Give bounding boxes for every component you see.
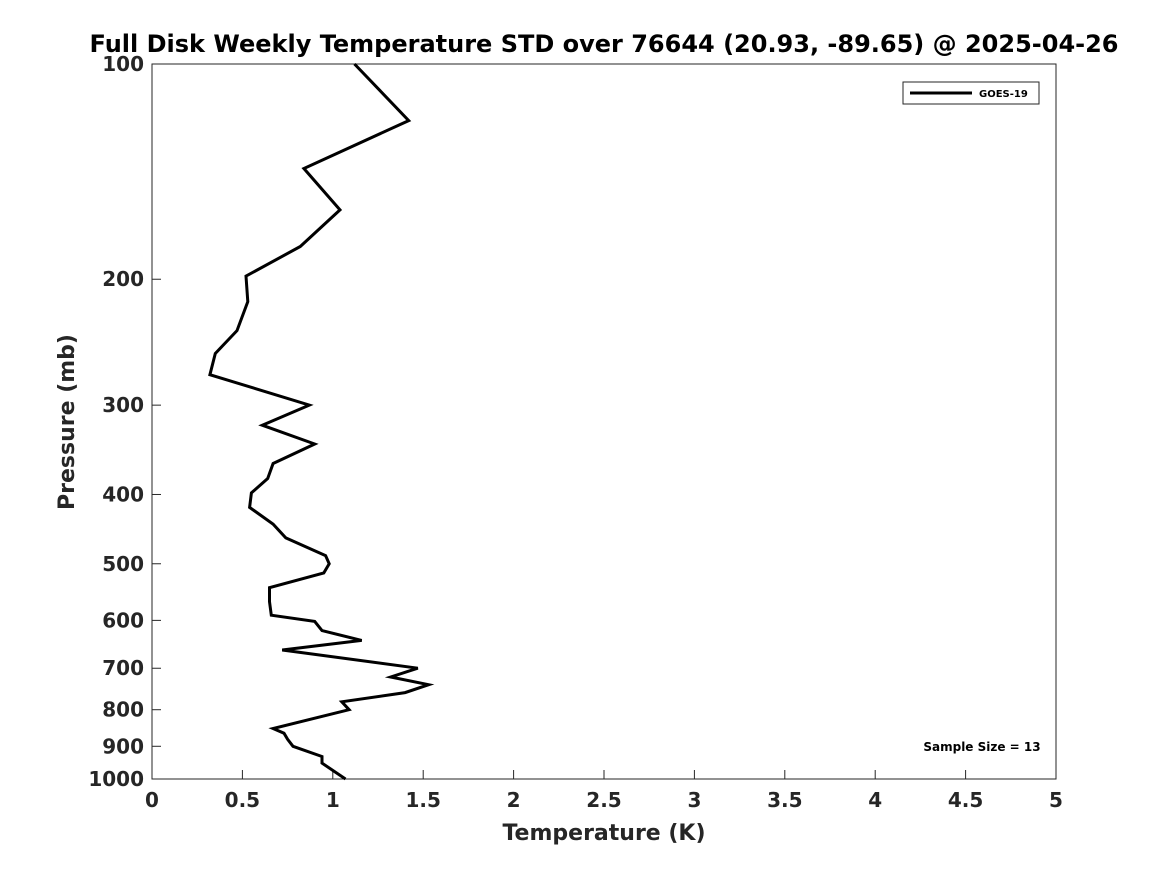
x-tick-label: 2 [507, 788, 521, 812]
x-tick-label: 5 [1049, 788, 1063, 812]
chart-title: Full Disk Weekly Temperature STD over 76… [90, 30, 1119, 58]
y-tick-label: 600 [102, 608, 144, 632]
y-tick-label: 500 [102, 552, 144, 576]
x-tick-label: 3.5 [767, 788, 802, 812]
y-tick-label: 200 [102, 267, 144, 291]
x-tick-label: 3 [687, 788, 701, 812]
x-tick-label: 4.5 [948, 788, 983, 812]
x-tick-label: 0 [145, 788, 159, 812]
y-axis: 100 200 300 400 500 600 700 800 900 1000 [88, 52, 161, 791]
series-layer [208, 62, 435, 781]
x-axis-label: Temperature (K) [502, 821, 705, 846]
y-tick-label: 700 [102, 656, 144, 680]
y-tick-label: 100 [102, 52, 144, 76]
y-axis-label: Pressure (mb) [55, 334, 80, 510]
sample-size-annotation: Sample Size = 13 [923, 740, 1040, 754]
x-tick-label: 1.5 [405, 788, 440, 812]
y-tick-label: 900 [102, 734, 144, 758]
legend: GOES-19 [902, 81, 1040, 105]
x-axis: 0 0.5 1 1.5 2 2.5 3 3.5 4 4.5 5 [145, 770, 1063, 812]
y-tick-label: 400 [102, 482, 144, 506]
y-tick-label: 1000 [88, 767, 144, 791]
x-tick-label: 2.5 [586, 788, 621, 812]
x-tick-label: 4 [868, 788, 882, 812]
legend-label-goes-19: GOES-19 [979, 89, 1028, 100]
x-tick-label: 1 [326, 788, 340, 812]
series-line-goes-19 [208, 62, 435, 781]
x-tick-label: 0.5 [225, 788, 260, 812]
y-tick-label: 300 [102, 393, 144, 417]
y-tick-label: 800 [102, 698, 144, 722]
